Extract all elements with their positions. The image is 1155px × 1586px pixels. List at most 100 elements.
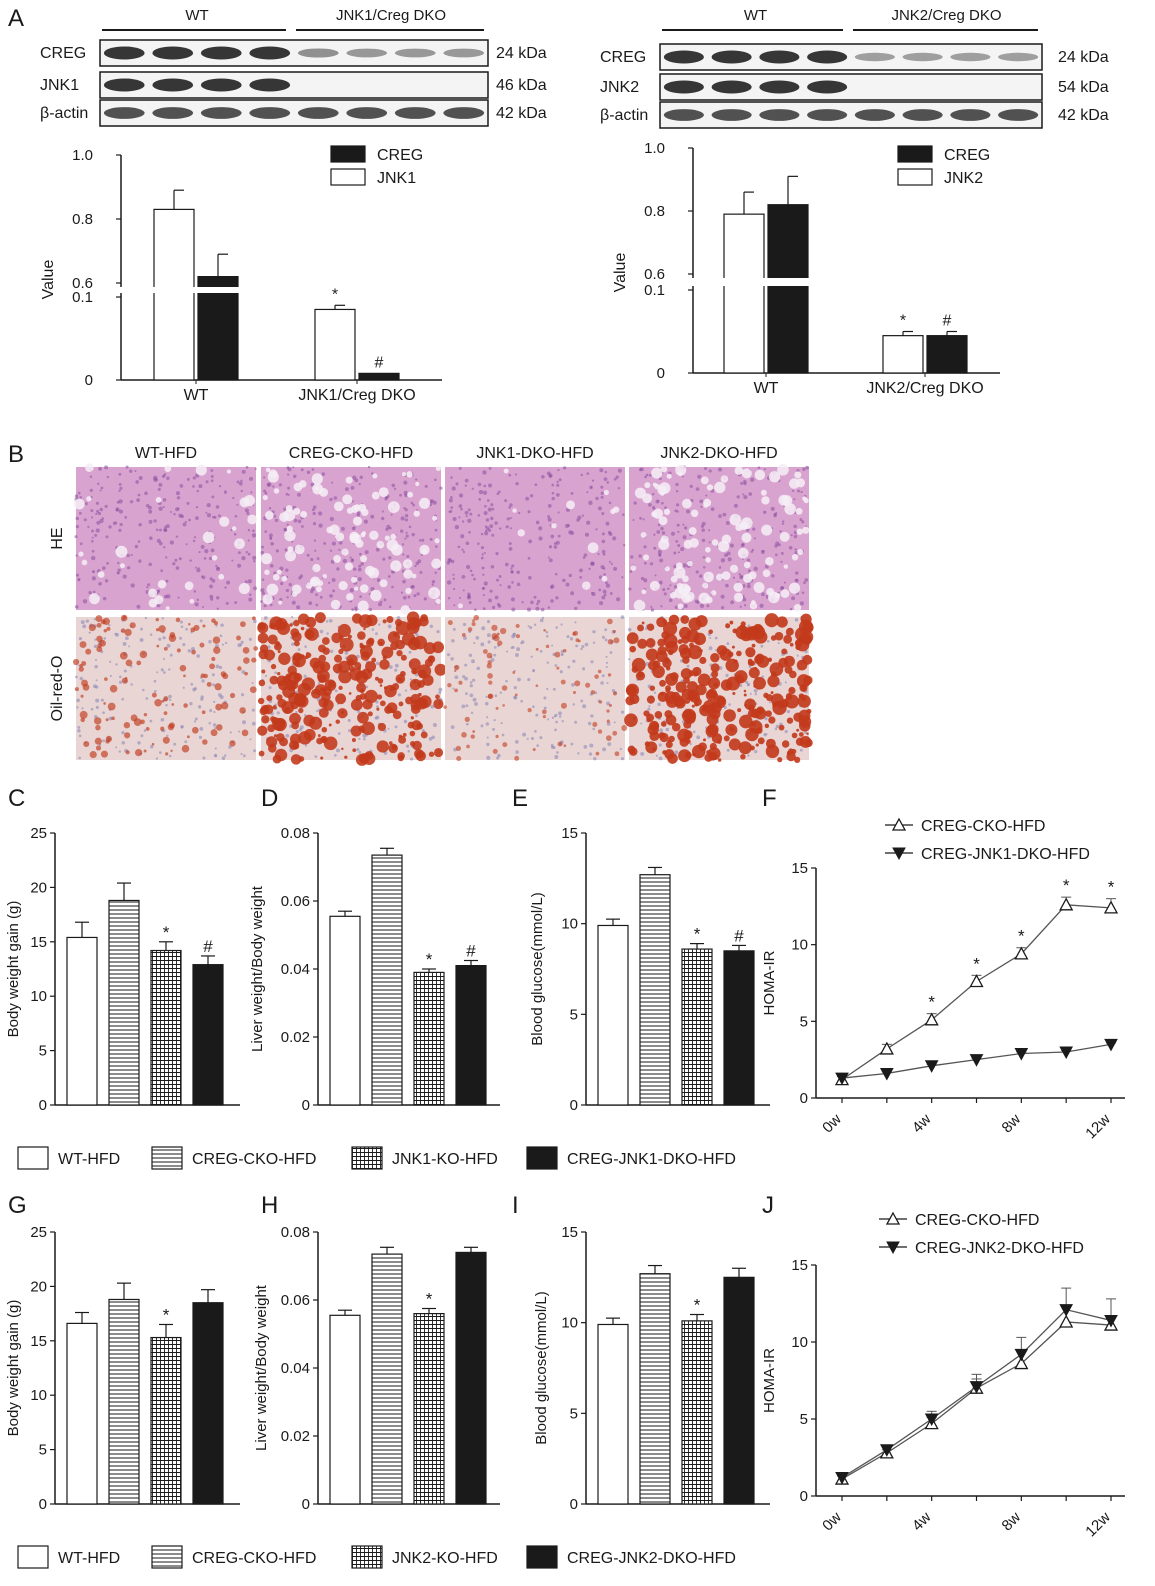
he-nucleus (211, 578, 216, 583)
he-nucleus (310, 482, 315, 487)
he-nucleus (550, 584, 555, 589)
he-vacuole (663, 508, 671, 516)
oil-nucleus (589, 743, 594, 748)
he-nucleus (148, 562, 152, 567)
he-nucleus (490, 565, 495, 569)
he-nucleus (358, 564, 362, 568)
he-nucleus (583, 553, 588, 557)
bar-legend-row-1: WT-HFD CREG-CKO-HFD JNK1-KO-HFD CREG-JNK1-D… (17, 1146, 736, 1170)
lipid-droplet (279, 737, 288, 747)
oil-nucleus (160, 717, 165, 722)
he-vacuole (310, 576, 321, 587)
lipid-droplet (376, 740, 389, 753)
lipid-droplet (461, 633, 466, 637)
oil-nucleus (786, 709, 791, 714)
oil-nucleus (604, 638, 608, 642)
lipid-droplet (322, 647, 330, 655)
he-nucleus (565, 582, 570, 587)
oil-nucleus (166, 643, 171, 648)
lipid-droplet (408, 658, 421, 671)
significance-mark: * (1018, 927, 1025, 946)
he-vacuole (370, 589, 382, 602)
he-nucleus (452, 516, 457, 522)
lipid-droplet (294, 661, 301, 667)
lipid-droplet (691, 704, 695, 708)
lipid-droplet (320, 735, 328, 744)
he-nucleus (480, 532, 484, 536)
oil-nucleus (76, 706, 79, 709)
he-nucleus (383, 598, 387, 602)
oil-nucleus (522, 732, 527, 737)
he-nucleus (608, 560, 611, 563)
he-nucleus (125, 465, 129, 469)
he-nucleus (467, 592, 471, 596)
oil-nucleus (221, 756, 226, 760)
x-category-label: WT (184, 387, 209, 404)
oil-nucleus (472, 697, 477, 702)
he-nucleus (551, 496, 555, 501)
legend-label: JNK1-KO-HFD (392, 1151, 498, 1168)
he-nucleus (90, 540, 94, 543)
lipid-droplet (693, 632, 706, 646)
lipid-droplet (414, 749, 424, 759)
he-nucleus (390, 513, 393, 516)
y-tick-label: 0.6 (72, 275, 93, 292)
lipid-droplet (119, 651, 128, 660)
he-nucleus (116, 571, 120, 575)
lipid-droplet (413, 670, 417, 674)
he-nucleus (610, 562, 613, 565)
he-nucleus (375, 547, 380, 552)
lipid-droplet (592, 721, 598, 728)
he-nucleus (484, 505, 487, 508)
lipid-droplet (605, 735, 612, 741)
significance-mark: * (694, 925, 701, 944)
blot-row-label: JNK2 (600, 79, 639, 96)
lipid-droplet (215, 703, 223, 711)
oil-nucleus (158, 637, 162, 641)
y-tick-label: 0 (302, 1097, 310, 1114)
lipid-droplet (467, 627, 473, 632)
he-nucleus (504, 562, 509, 567)
oil-nucleus (561, 653, 564, 656)
he-nucleus (95, 512, 98, 516)
significance-mark: # (943, 313, 952, 330)
lipid-droplet (794, 756, 801, 763)
he-nucleus (311, 508, 315, 512)
lipid-droplet (348, 692, 352, 695)
he-vacuole (793, 604, 802, 612)
oil-nucleus (590, 660, 594, 664)
lipid-droplet (388, 743, 398, 754)
he-nucleus (482, 573, 485, 576)
oil-nucleus (799, 748, 803, 752)
he-nucleus (488, 598, 492, 603)
oil-nucleus (529, 626, 533, 630)
lipid-droplet (367, 711, 373, 717)
oil-nucleus (653, 691, 657, 694)
oil-nucleus (211, 673, 215, 677)
he-nucleus (726, 551, 731, 556)
he-vacuole (81, 559, 88, 566)
lipid-droplet (454, 688, 458, 693)
he-nucleus (591, 592, 596, 597)
he-vacuole (634, 487, 646, 499)
he-nucleus (477, 542, 480, 545)
x-tick-label: 0w (819, 1509, 845, 1535)
lipid-droplet (757, 737, 765, 745)
y-axis-label: Body weight gain (g) (5, 901, 22, 1038)
blot-band (200, 107, 242, 119)
he-vacuole (435, 598, 441, 604)
he-vacuole (360, 555, 368, 563)
lipid-droplet (409, 730, 416, 737)
he-nucleus (708, 469, 712, 473)
marker-open-triangle (1059, 1314, 1074, 1328)
oil-nucleus (85, 619, 90, 623)
lipid-droplet (266, 736, 278, 748)
lipid-droplet (393, 632, 398, 637)
oil-nucleus (546, 687, 549, 691)
oil-nucleus (777, 642, 780, 645)
he-nucleus (586, 520, 591, 525)
he-nucleus (748, 492, 753, 496)
blot-band (152, 46, 194, 60)
he-nucleus (588, 500, 593, 505)
